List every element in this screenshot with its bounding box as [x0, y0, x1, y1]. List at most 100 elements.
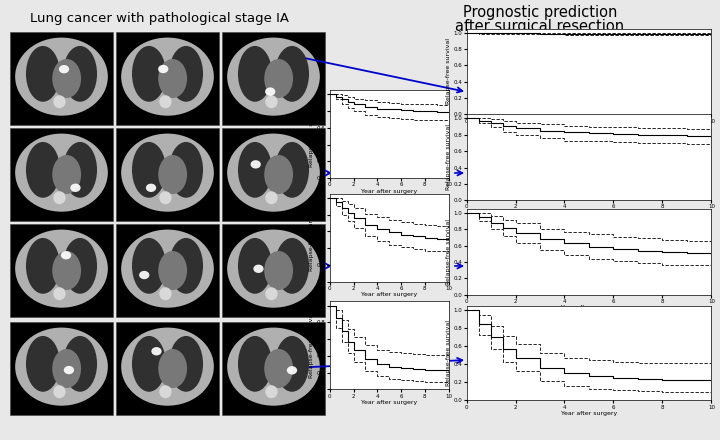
Bar [116, 322, 219, 415]
Ellipse shape [53, 59, 81, 98]
X-axis label: Year after surgery: Year after surgery [561, 211, 617, 216]
Ellipse shape [71, 183, 81, 192]
Ellipse shape [121, 37, 214, 116]
Ellipse shape [275, 142, 309, 198]
Ellipse shape [15, 37, 108, 116]
Ellipse shape [63, 142, 97, 198]
Ellipse shape [158, 65, 168, 73]
Bar [116, 32, 219, 125]
Ellipse shape [275, 336, 309, 392]
Ellipse shape [53, 251, 81, 290]
Ellipse shape [159, 385, 171, 398]
Ellipse shape [227, 327, 320, 406]
Ellipse shape [53, 385, 66, 398]
Ellipse shape [26, 142, 60, 198]
Ellipse shape [61, 251, 71, 260]
Y-axis label: Relapse-free survival: Relapse-free survival [446, 124, 451, 190]
Ellipse shape [238, 46, 272, 102]
Bar [10, 322, 113, 415]
Ellipse shape [63, 336, 97, 392]
Ellipse shape [139, 271, 150, 279]
Ellipse shape [287, 366, 297, 374]
Ellipse shape [275, 238, 309, 294]
Ellipse shape [15, 134, 108, 212]
Ellipse shape [158, 349, 187, 388]
Ellipse shape [132, 336, 166, 392]
Bar [222, 128, 325, 221]
Bar [222, 32, 325, 125]
Ellipse shape [253, 264, 264, 273]
Ellipse shape [121, 230, 214, 308]
Ellipse shape [63, 238, 97, 294]
Ellipse shape [169, 46, 203, 102]
Ellipse shape [132, 46, 166, 102]
Ellipse shape [265, 95, 278, 108]
Bar [10, 32, 113, 125]
Ellipse shape [265, 385, 278, 398]
Ellipse shape [53, 191, 66, 204]
Ellipse shape [53, 95, 66, 108]
Ellipse shape [238, 142, 272, 198]
Ellipse shape [26, 238, 60, 294]
Ellipse shape [63, 46, 97, 102]
Ellipse shape [158, 251, 187, 290]
Ellipse shape [227, 134, 320, 212]
Ellipse shape [264, 59, 293, 98]
Ellipse shape [151, 347, 161, 356]
Ellipse shape [158, 59, 187, 98]
Ellipse shape [238, 336, 272, 392]
Ellipse shape [238, 238, 272, 294]
Ellipse shape [15, 230, 108, 308]
Bar [222, 322, 325, 415]
Bar [116, 224, 219, 317]
Ellipse shape [264, 349, 293, 388]
Ellipse shape [26, 336, 60, 392]
X-axis label: Year after surgery: Year after surgery [561, 305, 617, 310]
Ellipse shape [227, 230, 320, 308]
Y-axis label: Relapse-free survival: Relapse-free survival [309, 312, 314, 378]
Ellipse shape [53, 155, 81, 194]
Text: Lung cancer with pathological stage IA: Lung cancer with pathological stage IA [30, 12, 289, 25]
Ellipse shape [169, 336, 203, 392]
Y-axis label: Relapse-free survival: Relapse-free survival [446, 38, 451, 104]
Ellipse shape [64, 366, 74, 374]
Ellipse shape [264, 251, 293, 290]
Ellipse shape [121, 327, 214, 406]
Ellipse shape [159, 191, 171, 204]
Text: Prognostic prediction: Prognostic prediction [463, 5, 617, 20]
X-axis label: Year after surgery: Year after surgery [561, 125, 617, 130]
Ellipse shape [159, 95, 171, 108]
Ellipse shape [132, 238, 166, 294]
Y-axis label: Relapse-free survival: Relapse-free survival [446, 219, 451, 285]
Ellipse shape [53, 287, 66, 300]
Ellipse shape [251, 160, 261, 169]
Bar [222, 224, 325, 317]
X-axis label: Year after surgery: Year after surgery [561, 411, 617, 416]
Ellipse shape [26, 46, 60, 102]
X-axis label: Year after surgery: Year after surgery [361, 400, 418, 405]
Ellipse shape [265, 287, 278, 300]
Ellipse shape [227, 37, 320, 116]
Y-axis label: Relapse-free survival: Relapse-free survival [446, 320, 451, 386]
Ellipse shape [59, 65, 69, 73]
Ellipse shape [159, 287, 171, 300]
Ellipse shape [264, 155, 293, 194]
Ellipse shape [275, 46, 309, 102]
Bar [10, 128, 113, 221]
Ellipse shape [265, 191, 278, 204]
Ellipse shape [132, 142, 166, 198]
X-axis label: Year after surgery: Year after surgery [361, 292, 418, 297]
X-axis label: Year after surgery: Year after surgery [361, 189, 418, 194]
Y-axis label: Relapse-free survival: Relapse-free survival [309, 205, 314, 271]
Y-axis label: Relapse-free survival: Relapse-free survival [309, 101, 314, 167]
Ellipse shape [53, 349, 81, 388]
Ellipse shape [121, 134, 214, 212]
Ellipse shape [15, 327, 108, 406]
Bar [116, 128, 219, 221]
Ellipse shape [158, 155, 187, 194]
Ellipse shape [169, 142, 203, 198]
Ellipse shape [146, 183, 156, 192]
Bar [10, 224, 113, 317]
Ellipse shape [265, 88, 275, 96]
Text: after surgical resection: after surgical resection [456, 19, 624, 34]
